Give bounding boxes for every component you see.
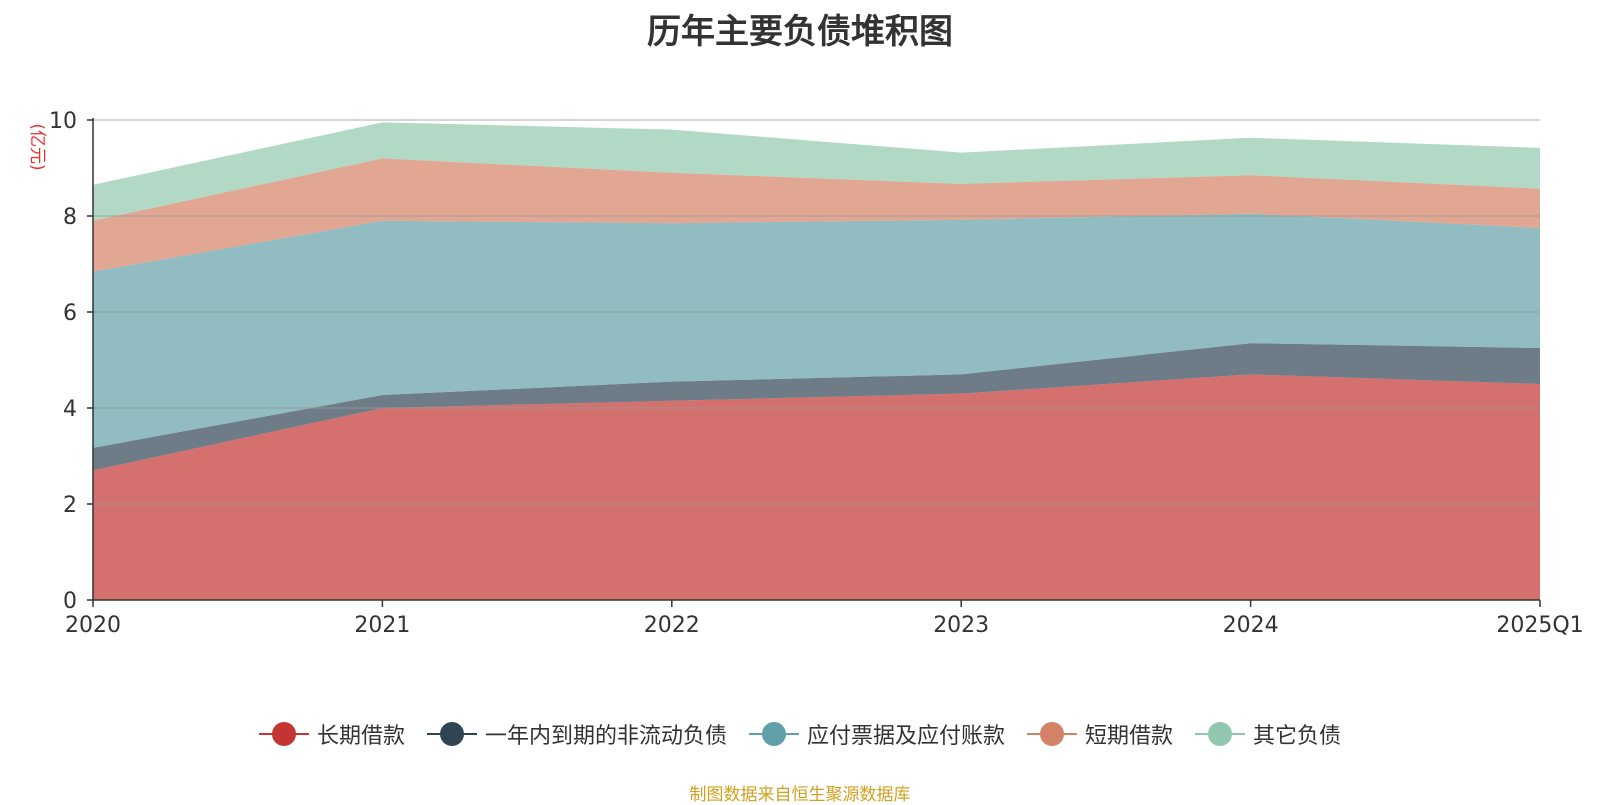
legend-dot-icon xyxy=(271,722,296,746)
x-tick-label: 2021 xyxy=(354,613,410,638)
x-tick-label: 2024 xyxy=(1223,613,1279,638)
chart-legend: 长期借款 一年内到期的非流动负债 应付票据及应付账款 短期借款 其它负债 xyxy=(0,718,1600,750)
y-tick-label: 10 xyxy=(49,109,77,134)
series-area-1[interactable] xyxy=(93,374,1540,600)
legend-item-4[interactable]: 短期借款 xyxy=(1027,718,1173,750)
x-tick-label: 2025Q1 xyxy=(1496,613,1583,638)
legend-dot-icon xyxy=(439,722,464,746)
y-tick-label: 6 xyxy=(63,301,77,326)
x-tick-label: 2020 xyxy=(65,613,121,638)
legend-item-5[interactable]: 其它负债 xyxy=(1195,718,1341,750)
chart-title: 历年主要负债堆积图 xyxy=(647,12,953,52)
series-area-4[interactable] xyxy=(93,158,1540,272)
legend-dot-icon xyxy=(1208,722,1233,746)
legend-item-3[interactable]: 应付票据及应付账款 xyxy=(748,718,1005,750)
series-area-5[interactable] xyxy=(93,122,1540,221)
legend-label: 短期借款 xyxy=(1085,724,1174,749)
legend-item-2[interactable]: 一年内到期的非流动负债 xyxy=(426,718,727,750)
legend-label: 一年内到期的非流动负债 xyxy=(484,724,727,749)
legend-label: 应付票据及应付账款 xyxy=(806,724,1005,749)
legend-marker-icon xyxy=(1195,722,1246,746)
legend-dot-icon xyxy=(1040,722,1064,746)
series-area-3[interactable] xyxy=(93,213,1540,448)
legend-label: 其它负债 xyxy=(1253,724,1342,749)
legend-dot-icon xyxy=(761,722,786,746)
x-tick-label: 2022 xyxy=(644,613,700,638)
y-tick-label: 0 xyxy=(63,589,77,614)
legend-marker-icon xyxy=(1027,722,1077,746)
legend-item-1[interactable]: 长期借款 xyxy=(258,718,405,750)
x-tick-label: 2023 xyxy=(933,613,989,638)
y-tick-label: 2 xyxy=(63,493,77,518)
source-note: 制图数据来自恒生聚源数据库 xyxy=(689,785,911,805)
legend-marker-icon xyxy=(748,722,799,746)
legend-label: 长期借款 xyxy=(316,724,405,749)
legend-marker-icon xyxy=(426,722,477,746)
y-tick-label: 4 xyxy=(63,397,77,422)
y-tick-label: 8 xyxy=(63,205,77,230)
y-axis-label: (亿元) xyxy=(27,123,47,170)
legend-marker-icon xyxy=(258,722,309,746)
series-area-2[interactable] xyxy=(93,343,1540,471)
series-areas xyxy=(93,122,1540,600)
